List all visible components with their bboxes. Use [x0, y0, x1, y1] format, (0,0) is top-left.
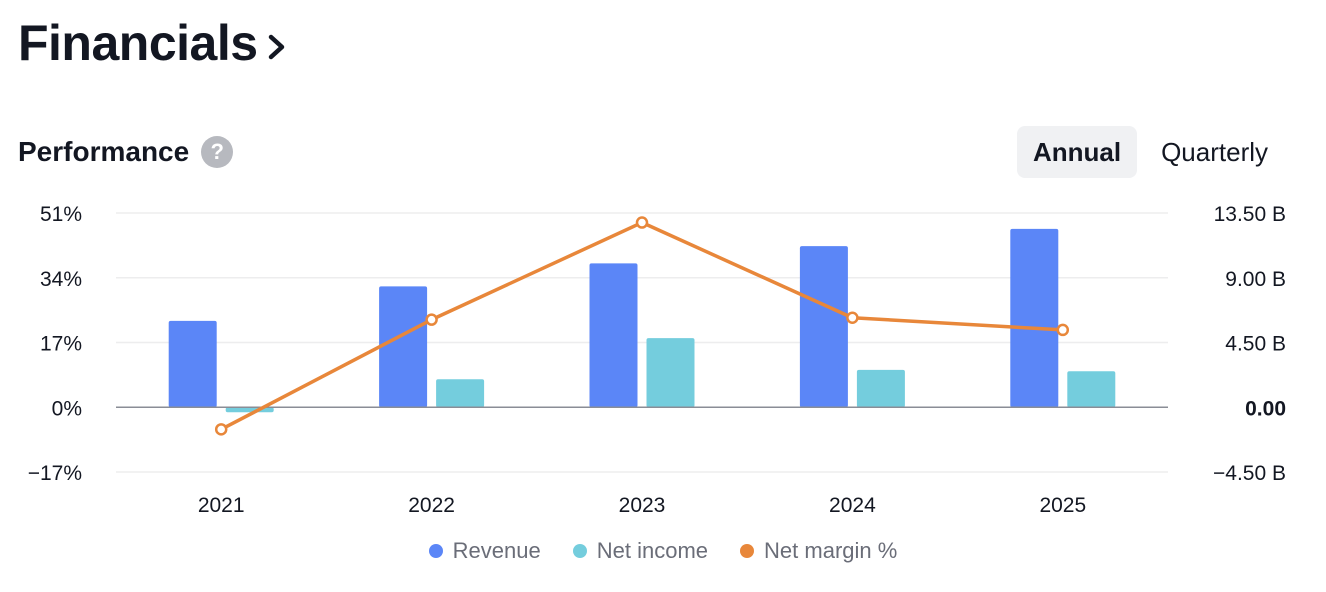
bar-revenue [589, 263, 638, 408]
question-circle-icon[interactable]: ? [201, 136, 234, 168]
point-net-margin [635, 216, 649, 229]
legend-item-net-margin[interactable]: Net margin % [740, 538, 897, 564]
bar-net-income [436, 379, 485, 408]
bar-revenue [379, 286, 428, 408]
page-title[interactable]: Financials [18, 15, 258, 71]
right-axis-tick: 4.50 B [1225, 333, 1286, 356]
x-axis-tick: 2023 [619, 494, 666, 517]
left-axis-tick: 0% [52, 397, 82, 420]
right-axis-tick: 0.00 [1245, 397, 1286, 420]
bar-revenue [799, 246, 848, 408]
legend-item-net-income[interactable]: Net income [572, 538, 709, 564]
left-axis-tick: −17% [28, 462, 82, 485]
tab-quarterly[interactable]: Quarterly [1161, 137, 1268, 167]
point-net-margin [425, 313, 438, 326]
legend-label-revenue: Revenue [452, 538, 541, 563]
bar-net-income [225, 407, 274, 413]
tab-annual[interactable]: Annual [1016, 126, 1138, 178]
chevron-right-icon[interactable] [266, 32, 288, 62]
x-axis-tick: 2021 [198, 494, 245, 517]
legend-swatch-net-income [572, 544, 587, 558]
bar-net-income [856, 369, 905, 408]
legend: Revenue Net income Net margin % [0, 538, 1326, 564]
point-net-margin [1056, 323, 1070, 337]
bar-revenue [168, 320, 217, 408]
right-axis-tick: 9.00 B [1225, 268, 1286, 291]
line-net-margin [220, 220, 1063, 431]
bar-net-income [1067, 371, 1116, 408]
section-title: Performance [18, 136, 190, 167]
x-axis-tick: 2024 [829, 494, 876, 517]
right-axis-tick: −4.50 B [1213, 462, 1286, 485]
point-net-margin [846, 311, 859, 324]
x-axis-tick: 2025 [1039, 494, 1086, 517]
legend-swatch-revenue [428, 544, 443, 558]
point-net-margin [214, 423, 228, 436]
bar-net-income [646, 338, 695, 408]
x-axis-tick: 2022 [408, 494, 455, 517]
period-tabs: Annual Quarterly [1009, 126, 1284, 178]
left-axis-tick: 51% [40, 203, 82, 226]
title-row[interactable]: Financials [18, 18, 288, 68]
left-axis-tick: 34% [40, 268, 82, 291]
legend-label-net-margin: Net margin % [764, 538, 898, 563]
performance-chart: 51% 13.50 B 34% 9.00 B 17% 4.50 B 0% 0.00 −17% −4… [28, 203, 1286, 517]
legend-item-revenue[interactable]: Revenue [428, 538, 541, 564]
left-axis-tick: 17% [40, 333, 82, 356]
legend-swatch-net-margin [740, 544, 755, 558]
right-axis-tick: 13.50 B [1214, 203, 1286, 226]
section-header: Performance ? [18, 136, 234, 168]
bar-revenue [1010, 228, 1059, 408]
legend-label-net-income: Net income [596, 538, 709, 563]
